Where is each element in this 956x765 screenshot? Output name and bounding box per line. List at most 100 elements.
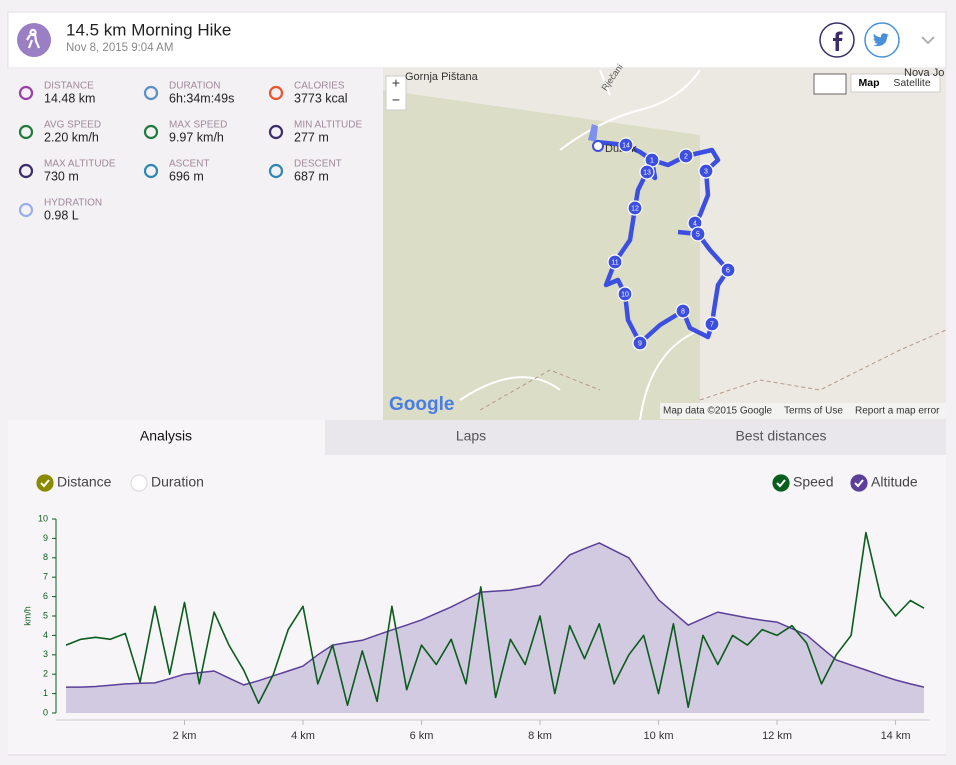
stat-label: AVG SPEED [44, 120, 101, 131]
facebook-glyph [833, 31, 843, 51]
stat-icon [18, 85, 34, 101]
altitude-line [66, 542, 925, 688]
stat-value: 730 m [44, 169, 79, 183]
tab-active[interactable]: Analysis [140, 428, 192, 444]
stat-label: DISTANCE [44, 81, 94, 92]
zoom-in[interactable]: + [392, 75, 400, 91]
route-marker [690, 226, 706, 242]
stat-label: MAX SPEED [169, 120, 227, 131]
route-marker-label: 6 [726, 267, 730, 274]
route-marker [704, 316, 720, 332]
y-tick-label: 10 [38, 513, 48, 523]
stat-icon [18, 163, 34, 179]
route-marker [617, 286, 633, 302]
stat-label: CALORIES [294, 81, 345, 92]
x-toggle[interactable]: Duration [151, 474, 204, 490]
y-tick-label: 4 [43, 630, 48, 640]
x-tick-label: 10 km [644, 730, 674, 742]
map-footer-bg [660, 403, 946, 419]
zoom-out[interactable]: − [392, 92, 400, 108]
x-tick-label: 14 km [881, 730, 911, 742]
legend-entry[interactable]: Speed [793, 474, 833, 490]
route-marker-label: 3 [704, 168, 708, 175]
map-forest [383, 90, 700, 420]
place-label: Gornja Pištana [405, 71, 479, 83]
route-marker [639, 164, 655, 180]
map[interactable]: + − Map Satellite Gornja Pištana Rječani… [383, 62, 947, 421]
tab[interactable]: Laps [456, 428, 486, 444]
stat-icon [18, 202, 34, 218]
toggle-check[interactable] [850, 474, 868, 492]
speed-line [65, 531, 925, 708]
route-marker [618, 137, 634, 153]
toggle-check[interactable] [772, 474, 790, 492]
y-tick-label: 0 [43, 707, 48, 717]
route-marker-label: 9 [638, 340, 642, 347]
route-marker-label: 14 [622, 142, 630, 149]
stat-value: 696 m [169, 169, 204, 183]
stat-value: 2.20 km/h [44, 130, 99, 144]
route-marker [607, 254, 623, 270]
y-tick-label: 3 [43, 649, 48, 659]
x-tick-label: 4 km [291, 730, 315, 742]
route-marker-label: 10 [621, 291, 629, 298]
stat-value: 277 m [294, 130, 329, 144]
stat-icon [143, 85, 159, 101]
route-marker-label: 13 [643, 169, 651, 176]
activity-title: 14.5 km Morning Hike [66, 20, 231, 39]
route-marker [632, 335, 648, 351]
stat-icon [143, 124, 159, 140]
y-tick-label: 2 [43, 669, 48, 679]
stat-label: ASCENT [169, 159, 210, 170]
stat-value: 9.97 km/h [169, 130, 224, 144]
inactive-tabs [325, 420, 946, 455]
x-toggle[interactable]: Distance [57, 474, 112, 490]
map-roads [459, 69, 701, 421]
route-marker-label: 4 [693, 220, 697, 227]
fullscreen-button[interactable] [813, 73, 847, 95]
satellite-button[interactable]: Satellite [893, 77, 931, 89]
tab[interactable]: Best distances [735, 428, 826, 444]
toggle-check[interactable] [130, 474, 148, 492]
map-attribution: Map data ©2015 Google [663, 406, 773, 417]
stat-icon [143, 163, 159, 179]
route-marker [627, 200, 643, 216]
stat-label: DURATION [169, 81, 220, 92]
report-link[interactable]: Report a map error [855, 406, 940, 417]
stat-label: MAX ALTITUDE [44, 159, 116, 170]
route-marker-label: 2 [684, 153, 688, 160]
x-tick-label: 2 km [173, 730, 197, 742]
route-marker-label: 1 [650, 157, 654, 164]
stat-icon [18, 124, 34, 140]
stat-value: 14.48 km [44, 91, 95, 105]
legend-entry[interactable]: Altitude [871, 474, 918, 490]
twitter-glyph [873, 33, 889, 47]
x-tick-label: 8 km [528, 730, 552, 742]
y-tick-label: 1 [43, 688, 48, 698]
chart: Distance Duration Speed Altitude 0 1 2 3 4 5 6 7 8 9 1… [22, 474, 930, 742]
route-marker-label: 11 [611, 259, 618, 266]
hiker-glyph [26, 28, 41, 49]
altitude-area [66, 542, 924, 713]
stat-label: MIN ALTITUDE [294, 120, 362, 131]
y-axis-label: km/h [22, 606, 32, 626]
map-button[interactable]: Map [859, 77, 880, 89]
y-tick-label: 9 [43, 533, 48, 543]
stat-icon [268, 124, 284, 140]
stat-value: 687 m [294, 169, 329, 183]
stats-panel [8, 68, 383, 420]
activity-icon [17, 23, 51, 57]
route-marker-label: 12 [631, 205, 639, 212]
map-type-control [850, 73, 941, 93]
stat-value: 6h:34m:49s [169, 91, 234, 105]
y-tick-label: 6 [43, 591, 48, 601]
expand-chevron[interactable] [921, 36, 935, 45]
terms-link[interactable]: Terms of Use [784, 406, 843, 417]
start-area [588, 124, 598, 142]
route-marker [720, 262, 736, 278]
toggle-check[interactable] [36, 474, 54, 492]
route-marker-label: 5 [696, 231, 700, 238]
stat-label: DESCENT [294, 159, 342, 170]
